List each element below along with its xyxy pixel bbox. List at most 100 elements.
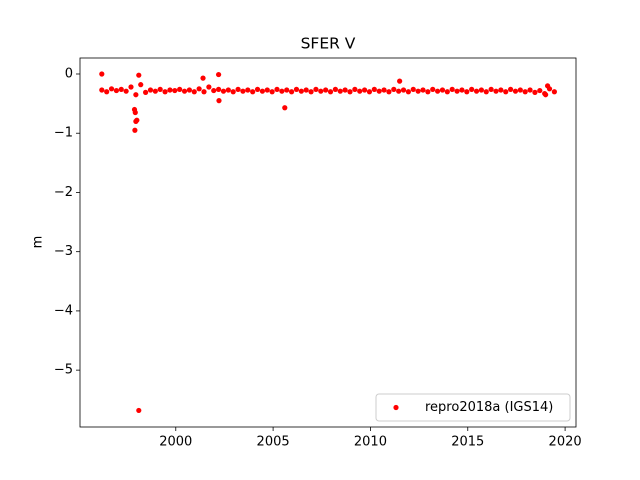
x-tick-label: 2000 — [159, 435, 192, 450]
point — [464, 89, 470, 95]
point — [181, 88, 188, 94]
point — [478, 87, 484, 93]
point — [152, 88, 158, 94]
point — [284, 87, 290, 93]
point — [405, 89, 411, 95]
point — [361, 87, 368, 93]
point — [132, 109, 138, 116]
point — [381, 87, 387, 93]
point — [104, 89, 110, 95]
point — [293, 86, 300, 92]
y-tick-label: −5 — [54, 363, 73, 378]
point — [108, 86, 115, 92]
point — [544, 83, 551, 89]
point — [420, 87, 426, 93]
point — [113, 87, 120, 94]
point — [128, 84, 134, 90]
point — [147, 87, 154, 93]
point — [352, 86, 358, 92]
point — [264, 87, 270, 93]
point — [133, 92, 139, 98]
point — [313, 86, 319, 92]
point — [439, 87, 446, 93]
point — [282, 105, 288, 111]
point — [512, 88, 519, 94]
point — [254, 86, 261, 92]
point — [397, 78, 403, 84]
point — [196, 86, 202, 92]
point — [259, 88, 265, 94]
point — [134, 117, 140, 123]
y-tick-label: −2 — [54, 185, 73, 200]
point — [449, 86, 455, 92]
y-tick-label: 0 — [65, 66, 73, 81]
point — [483, 89, 489, 95]
point — [434, 88, 441, 94]
point — [493, 88, 499, 94]
point — [400, 87, 407, 93]
point — [459, 87, 465, 93]
point — [269, 89, 275, 95]
point — [99, 71, 105, 77]
point — [157, 86, 163, 92]
point — [332, 86, 338, 92]
point — [123, 88, 129, 94]
point — [503, 89, 509, 95]
point — [303, 87, 309, 93]
x-tick-label: 2015 — [451, 435, 484, 450]
plot-frame — [79, 57, 577, 428]
point — [274, 86, 280, 92]
point — [206, 84, 212, 90]
point — [220, 88, 227, 94]
point — [327, 89, 334, 95]
point — [136, 72, 142, 78]
point — [308, 89, 314, 95]
point — [132, 127, 138, 133]
point — [469, 86, 475, 92]
point — [298, 88, 304, 94]
point — [371, 86, 377, 92]
point — [376, 88, 382, 94]
y-tick-label: −4 — [54, 303, 73, 318]
point — [136, 407, 142, 414]
point — [215, 71, 222, 78]
legend-marker — [393, 404, 399, 411]
chart-title: SFER V — [301, 35, 356, 53]
point — [522, 89, 528, 95]
point — [532, 89, 538, 95]
point — [318, 88, 324, 94]
point — [396, 88, 402, 94]
legend-box — [375, 393, 571, 422]
point — [215, 86, 222, 92]
point — [211, 87, 217, 94]
point — [323, 87, 329, 93]
point — [245, 87, 251, 93]
point — [186, 87, 193, 93]
point — [337, 88, 343, 94]
point — [162, 89, 168, 95]
point — [99, 87, 105, 93]
point — [537, 87, 543, 94]
point — [527, 87, 533, 93]
point — [191, 89, 197, 95]
point — [357, 88, 363, 94]
point — [517, 87, 523, 93]
point — [216, 98, 222, 104]
point — [172, 87, 178, 94]
point — [386, 89, 392, 95]
point — [425, 89, 431, 95]
point — [200, 75, 206, 81]
y-axis-label: m — [31, 236, 46, 249]
point — [225, 87, 231, 93]
x-tick-label: 2005 — [257, 435, 290, 450]
x-tick-label: 2020 — [549, 435, 582, 450]
point — [250, 89, 256, 95]
point — [366, 89, 373, 95]
point — [143, 89, 149, 95]
point — [498, 87, 504, 93]
point — [177, 86, 183, 92]
point — [551, 89, 557, 95]
point — [235, 86, 241, 92]
legend-label: repro2018a (IGS14) — [425, 400, 553, 415]
point — [473, 88, 480, 94]
